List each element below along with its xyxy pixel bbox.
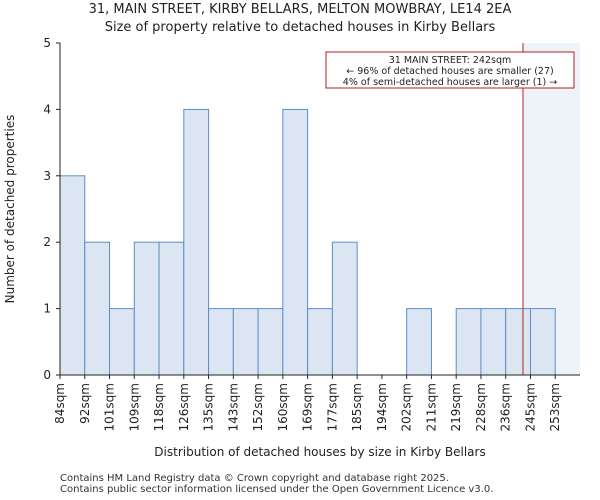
histogram-bar xyxy=(282,108,309,376)
x-tick-label: 109sqm xyxy=(127,383,141,431)
histogram-chart: 0 1 2 3 4 5 84sqm 92sqm 101sqm 109sqm 118sqm 126sq… xyxy=(3,36,580,459)
x-tick-label: 253sqm xyxy=(548,383,562,431)
x-tick-label: 135sqm xyxy=(202,383,216,431)
x-tick-label: 219sqm xyxy=(449,383,463,431)
y-tick-label: 2 xyxy=(43,235,51,249)
histogram-bar xyxy=(208,308,234,376)
histogram-bar xyxy=(406,308,432,376)
chart-subtitle: Size of property relative to detached ho… xyxy=(104,20,496,35)
annotation-line-3: 4% of semi-detached houses are larger (1… xyxy=(343,77,557,88)
histogram-bar xyxy=(257,308,284,376)
x-tick-label: 202sqm xyxy=(400,383,414,431)
y-tick-label: 5 xyxy=(43,36,51,50)
x-tick-label: 177sqm xyxy=(325,383,339,431)
y-tick-label: 3 xyxy=(43,169,51,183)
histogram-bar xyxy=(183,108,210,376)
annotation-line-2: ← 96% of detached houses are smaller (27… xyxy=(346,66,553,77)
y-tick-label: 0 xyxy=(43,368,51,382)
histogram-bar xyxy=(84,241,111,376)
annotation-line-1: 31 MAIN STREET: 242sqm xyxy=(389,55,512,66)
y-tick-label: 4 xyxy=(43,102,51,116)
histogram-bar xyxy=(232,308,259,376)
x-axis-label: Distribution of detached houses by size … xyxy=(154,445,485,459)
histogram-bar xyxy=(331,241,358,376)
x-tick-label: 245sqm xyxy=(523,383,537,431)
x-tick-label: 84sqm xyxy=(53,383,67,424)
footer-line-1: Contains HM Land Registry data © Crown c… xyxy=(60,473,449,484)
histogram-bar xyxy=(529,308,556,376)
x-tick-label: 228sqm xyxy=(474,383,488,431)
x-tick-label: 118sqm xyxy=(152,383,166,431)
x-tick-label: 236sqm xyxy=(499,383,513,431)
histogram-bar xyxy=(480,308,507,376)
histogram-bar xyxy=(133,241,160,376)
histogram-bar xyxy=(455,308,482,376)
y-tick-label: 1 xyxy=(43,302,51,316)
annotation-box: 31 MAIN STREET: 242sqm ← 96% of detached… xyxy=(325,51,575,89)
x-tick-label: 185sqm xyxy=(350,383,364,431)
x-tick-label: 126sqm xyxy=(177,383,191,431)
histogram-bar xyxy=(307,308,333,376)
y-axis-label: Number of detached properties xyxy=(3,115,17,304)
x-tick-label: 169sqm xyxy=(301,383,315,431)
histogram-bar xyxy=(109,308,135,376)
histogram-bar xyxy=(158,241,185,376)
histogram-bar xyxy=(505,308,531,376)
footer-line-2: Contains public sector information licen… xyxy=(60,484,494,495)
x-tick-label: 92sqm xyxy=(78,383,92,424)
x-tick-label: 152sqm xyxy=(251,383,265,431)
x-tick-label: 143sqm xyxy=(226,383,240,431)
histogram-bar xyxy=(59,175,86,376)
x-tick-label: 101sqm xyxy=(103,383,117,431)
x-tick-label: 211sqm xyxy=(424,383,438,431)
x-tick-label: 160sqm xyxy=(276,383,290,431)
x-tick-label: 194sqm xyxy=(375,383,389,431)
chart-title: 31, MAIN STREET, KIRBY BELLARS, MELTON M… xyxy=(88,2,512,17)
